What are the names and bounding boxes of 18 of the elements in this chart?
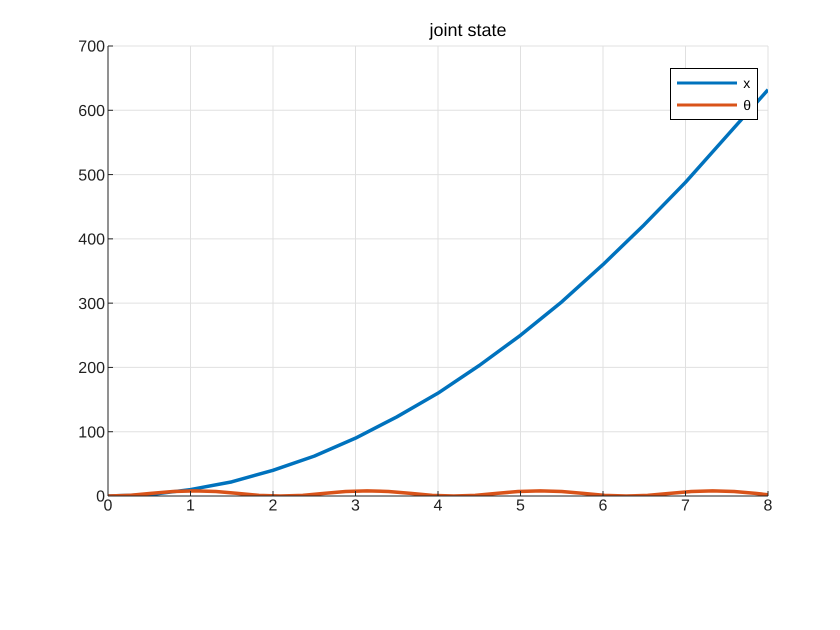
y-tick-label: 600 [78, 102, 106, 120]
x-tick-label: 4 [434, 497, 443, 514]
legend-label: θ [743, 97, 751, 113]
x-tick-label: 2 [268, 497, 278, 514]
y-tick-label: 400 [78, 232, 106, 249]
y-tick-label: 300 [78, 296, 106, 313]
x-tick-label: 1 [186, 497, 196, 514]
y-tick-label: 700 [78, 38, 106, 56]
y-tick-label: 100 [78, 424, 106, 442]
x-tick-label: 3 [351, 497, 360, 514]
x-tick-label: 7 [681, 497, 690, 514]
y-tick-label: 500 [78, 167, 106, 184]
x-tick-label: 5 [516, 497, 526, 514]
legend-label: x [743, 75, 750, 91]
x-tick-label: 8 [764, 497, 773, 514]
y-tick-label: 200 [78, 360, 106, 378]
chart-title: joint state [429, 20, 507, 40]
x-tick-label: 6 [598, 497, 608, 514]
